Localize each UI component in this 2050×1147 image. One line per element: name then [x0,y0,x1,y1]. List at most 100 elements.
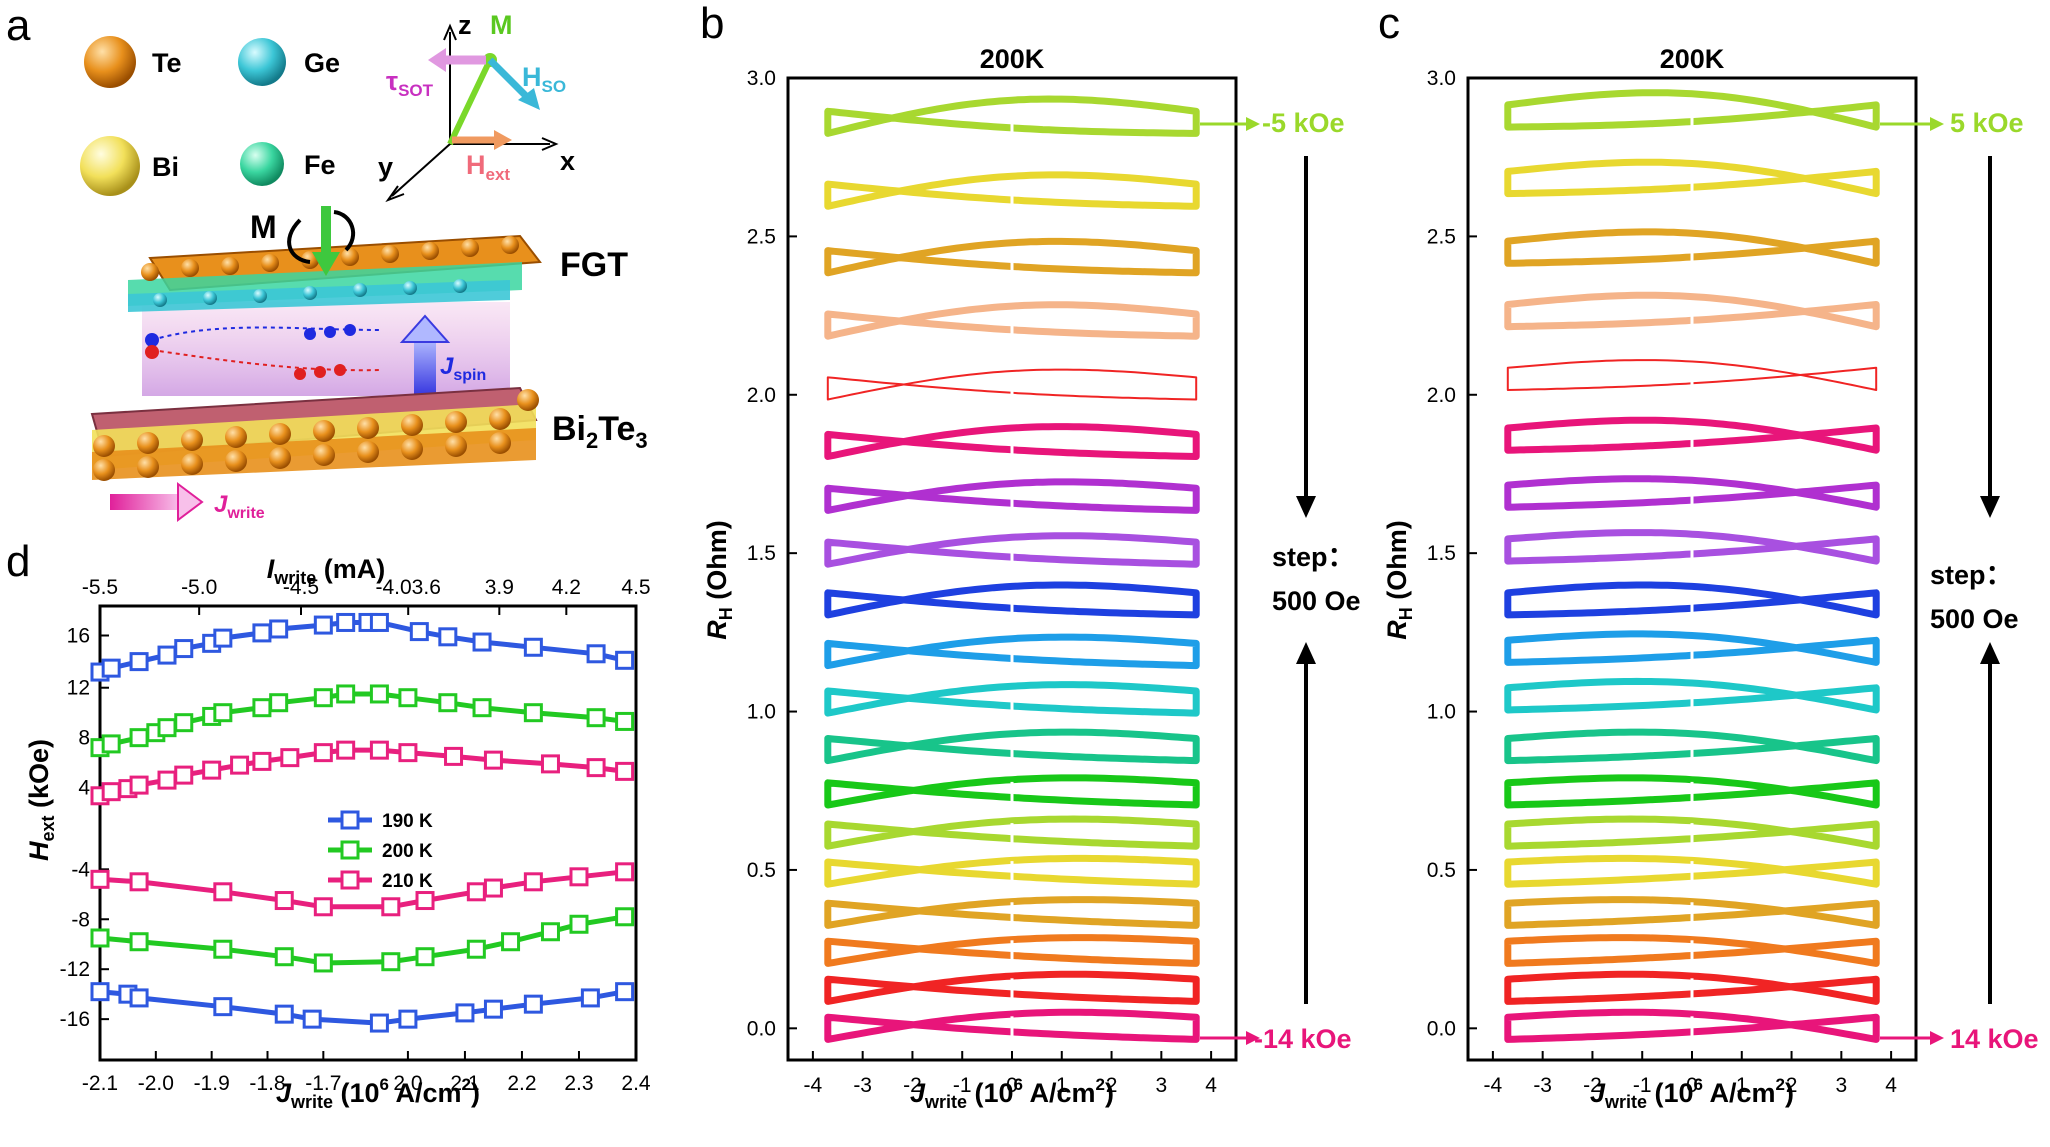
series-marker [523,703,543,723]
hysteresis-loop [1504,970,1880,1005]
y-tick-label: 2.5 [1427,225,1456,248]
step-up-arrowhead [1296,642,1316,664]
series-marker [269,619,289,639]
series-marker [615,982,635,1002]
series-marker [466,882,486,902]
axis-z-label: z [458,10,472,40]
chart-c-top-field: 5 kOe [1950,108,2024,138]
x-tick-label: -1.9 [194,1072,230,1095]
series-marker [569,867,589,887]
series-marker [540,922,560,942]
series-marker [252,698,272,718]
series-marker [586,758,606,778]
hysteresis-loop [824,970,1200,1005]
series-marker [101,734,121,754]
series-marker [415,891,435,911]
hysteresis-loop [1504,291,1880,331]
series-marker [213,939,233,959]
x2-tick-label: 4.2 [552,576,581,599]
step-down-arrowhead [1296,496,1316,518]
legend-bi-sphere [80,136,140,196]
x-tick-label: 2.3 [564,1072,593,1095]
hysteresis-loop [824,95,1200,137]
series-marker [157,718,177,738]
x-tick-label: 1 [1736,1074,1748,1097]
x-tick-label: 2 [1786,1074,1798,1097]
x-tick-label: -1.8 [249,1072,285,1095]
series-marker [101,782,121,802]
y-tick-label: 1.0 [1427,701,1456,724]
series-marker [101,658,121,678]
series-marker [90,928,110,948]
y-tick-label: 16 [67,625,90,648]
x-tick-label: 2 [1106,1074,1118,1097]
rotation-arrow-icon [287,218,311,264]
hysteresis-loop [824,896,1200,929]
x-tick-label: -1 [953,1074,972,1097]
y-tick-label: 1.5 [747,542,776,565]
x-tick-label: 4 [1885,1074,1897,1097]
series-marker [129,775,149,795]
x-tick-label: -1.7 [305,1072,341,1095]
chart-d-ylabel: Hext (kOe) [24,739,58,861]
series-marker [313,688,333,708]
x2-tick-label: 3.9 [485,576,514,599]
series-marker [336,612,356,632]
x-tick-label: 2.4 [621,1072,651,1095]
series-marker [274,891,294,911]
y-tick-label: 12 [67,677,90,700]
panel-label-d: d [6,537,30,586]
m-rotation-label: M [250,209,277,245]
bottom-field-arrowhead [1930,1031,1944,1045]
series-marker [252,751,272,771]
hysteresis-loop [824,423,1200,460]
jspin-label: Jspin [440,353,486,384]
x-tick-label: 1 [1056,1074,1068,1097]
chart-b-step-label: step： [1272,542,1355,572]
legend-label: 190 K [382,811,433,832]
x-tick-label: 0 [1686,1074,1698,1097]
series-marker [369,740,389,760]
series-marker [483,750,503,770]
y-tick-label: 0.0 [1427,1017,1456,1040]
chart-d-x2label: Iwrite (mA) [267,554,386,588]
fgt-layer [128,234,542,312]
chart-b-step-value: 500 Oe [1272,586,1361,616]
legend-fe-label: Fe [304,150,336,180]
series-marker [398,1009,418,1029]
hysteresis-loop [1504,630,1880,666]
series-marker [129,728,149,748]
hysteresis-loop [1504,815,1880,850]
series-marker [213,997,233,1017]
x-tick-label: 0 [1006,1074,1018,1097]
x-tick-label: 4 [1205,1074,1217,1097]
top-field-arrowhead [1246,117,1260,131]
series-marker [90,982,110,1002]
series-marker [586,644,606,664]
y-tick-label: 4 [78,777,90,800]
hysteresis-loop [824,478,1200,514]
series-marker [615,862,635,882]
hysteresis-loop [1504,774,1880,809]
x-tick-label: -4 [1484,1074,1503,1097]
hysteresis-loop [824,532,1200,568]
step-up-arrowhead [1980,642,2000,664]
hysteresis-loop [1504,934,1880,967]
x2-tick-label: -4.03.6 [376,576,441,599]
x-tick-label: -2.1 [82,1072,118,1095]
hysteresis-loop [1504,896,1880,929]
chart-c-step-value: 500 Oe [1930,604,2019,634]
hysteresis-loop [1504,158,1880,198]
legend-te-label: Te [152,48,182,78]
x2-tick-label: -5.0 [181,576,217,599]
series-marker [409,622,429,642]
series-marker [213,703,233,723]
hso-arrow [487,57,531,101]
plot-frame [98,604,638,1062]
series-marker [483,999,503,1019]
chart-c-ylabel: RH (Ohm) [1382,520,1416,640]
bi2te3-layer [90,386,539,481]
legend-marker [340,810,360,830]
step-down-arrowhead [1980,496,2000,518]
